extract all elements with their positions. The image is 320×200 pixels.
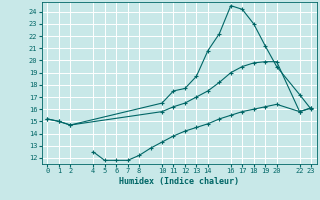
X-axis label: Humidex (Indice chaleur): Humidex (Indice chaleur) [119, 177, 239, 186]
